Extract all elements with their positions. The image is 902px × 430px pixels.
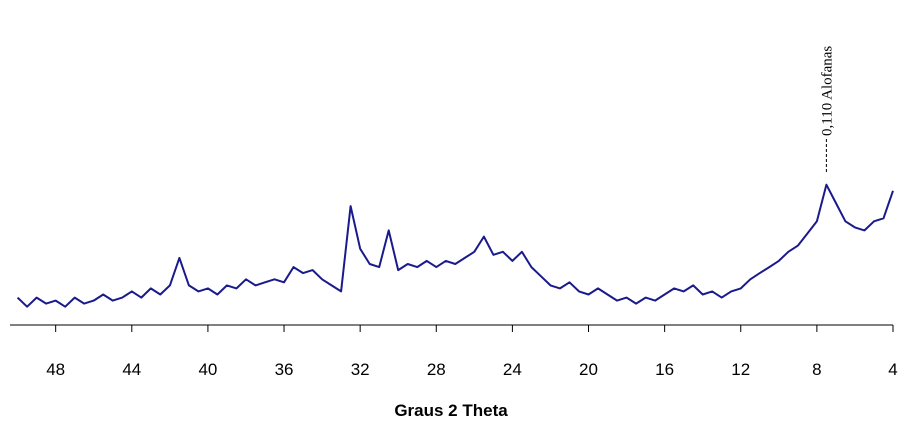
x-tick-label: 44 bbox=[122, 360, 141, 379]
x-tick-label: 28 bbox=[427, 360, 446, 379]
x-tick-label: 24 bbox=[503, 360, 522, 379]
data-line bbox=[16, 183, 894, 308]
x-axis-label: Graus 2 Theta bbox=[394, 401, 508, 420]
x-tick-label: 12 bbox=[731, 360, 750, 379]
annotation: 0,110 Alofanas bbox=[819, 46, 835, 136]
x-tick-label: 32 bbox=[351, 360, 370, 379]
x-tick-label: 48 bbox=[46, 360, 65, 379]
x-tick-label: 20 bbox=[579, 360, 598, 379]
x-tick-label: 4 bbox=[888, 360, 897, 379]
x-tick-label: 16 bbox=[655, 360, 674, 379]
x-tick-label: 8 bbox=[812, 360, 821, 379]
x-tick-label: 40 bbox=[198, 360, 217, 379]
x-tick-label: 36 bbox=[275, 360, 294, 379]
